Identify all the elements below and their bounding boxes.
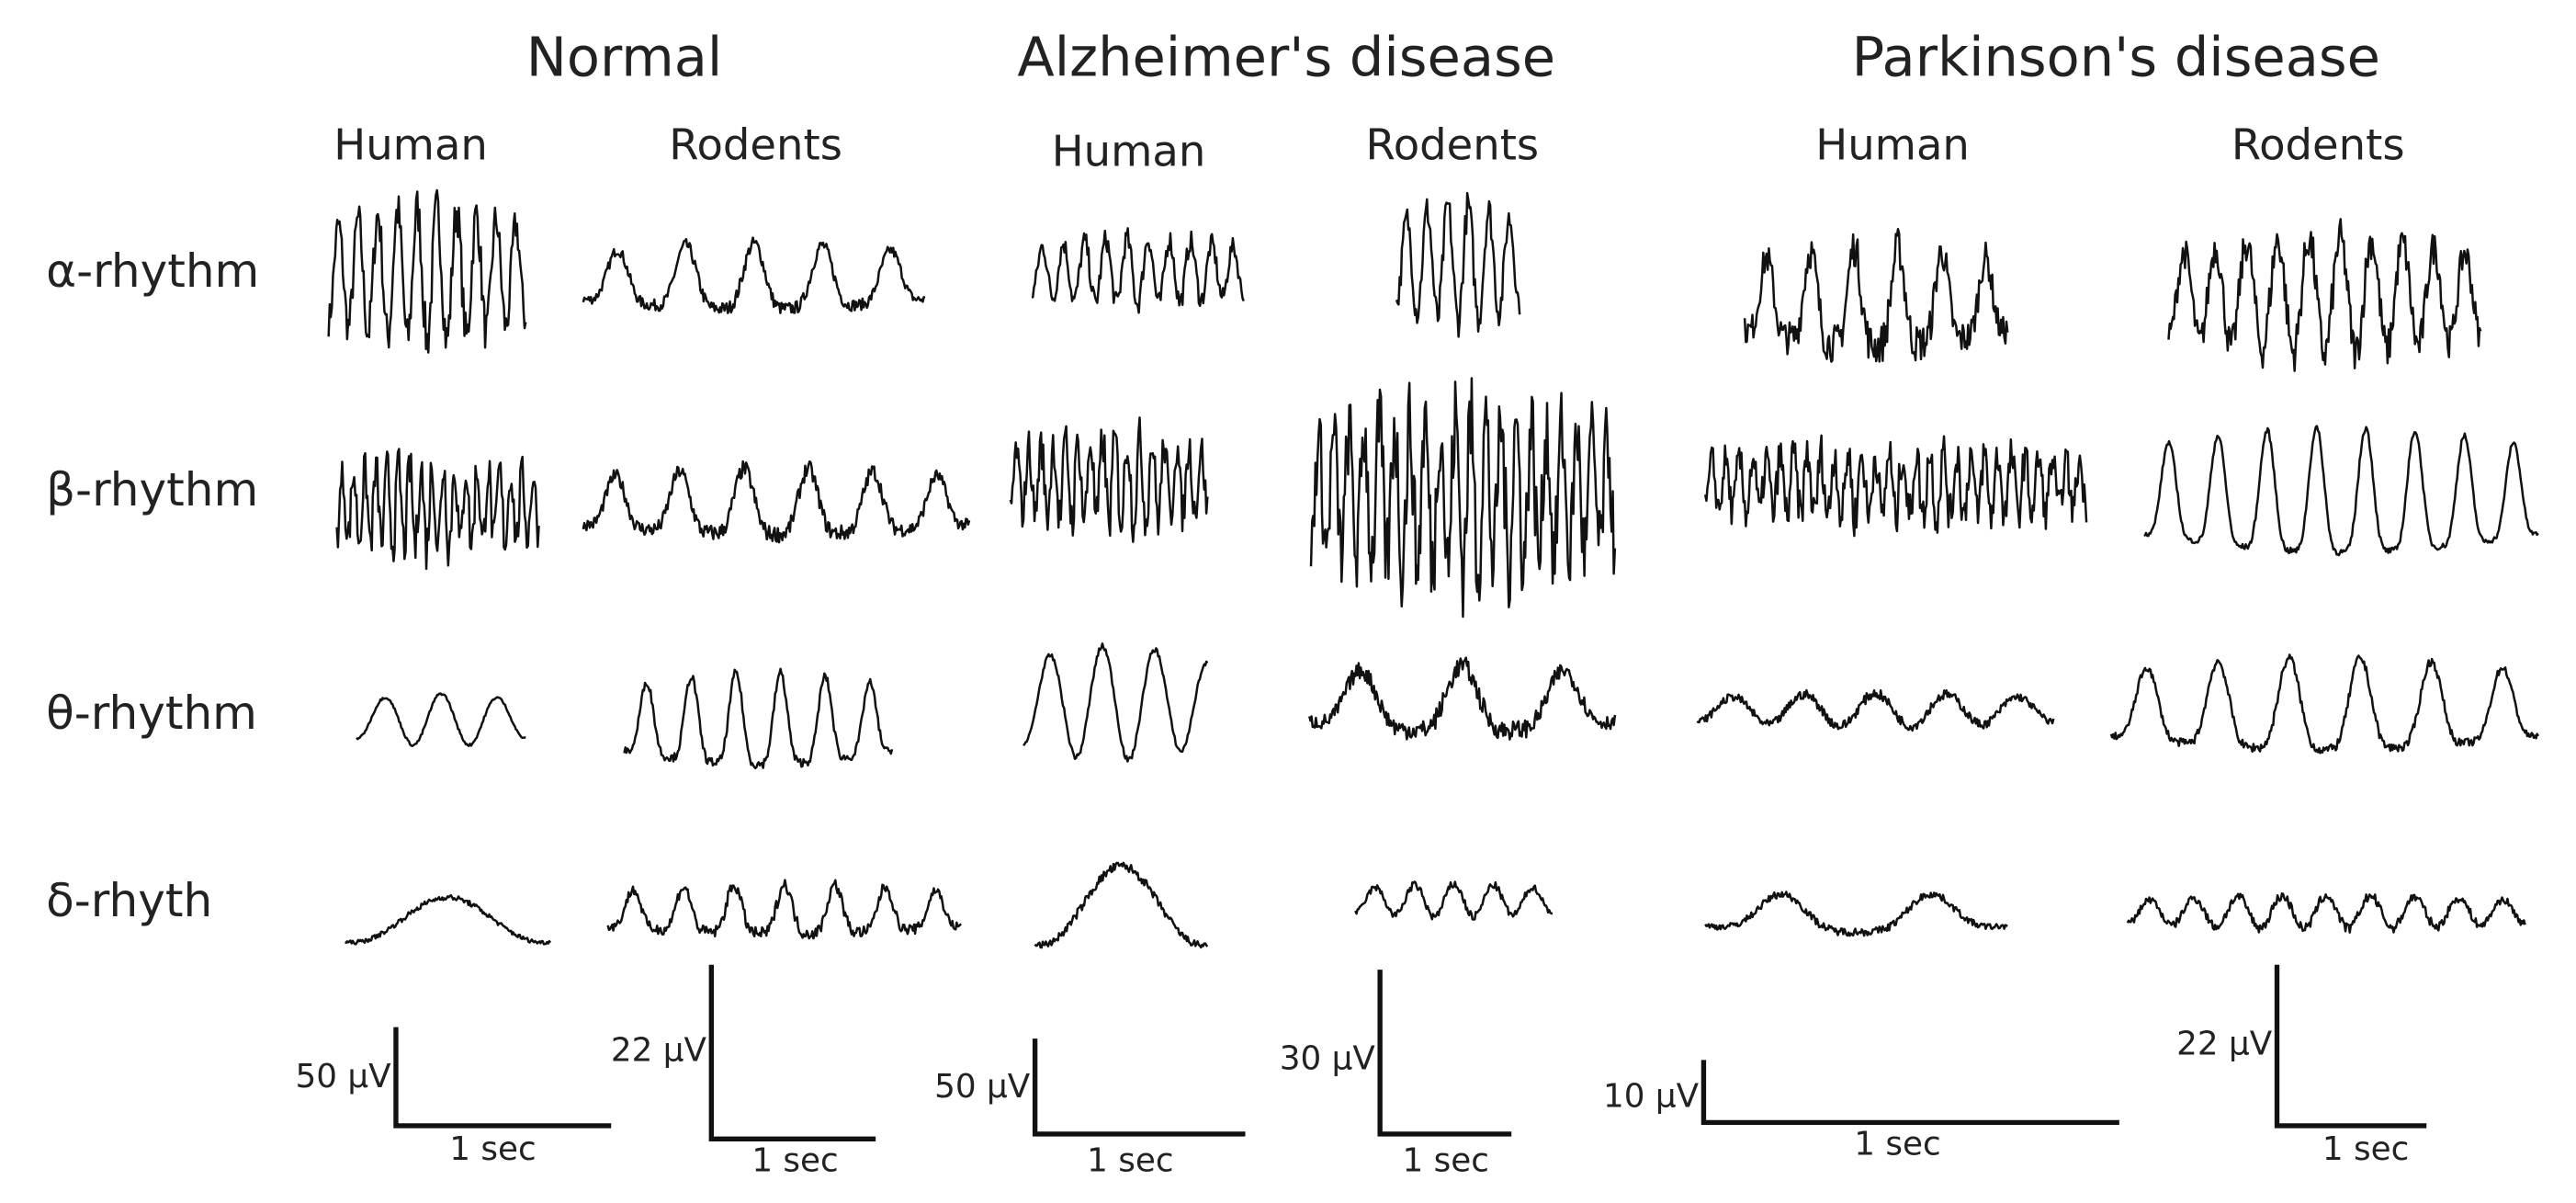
row-label: δ-rhyth [46,874,212,927]
eeg-trace [1704,891,2008,937]
column-label: Human [333,119,488,169]
group-title: Alzheimer's disease [1017,25,1555,88]
eeg-trace [2109,653,2539,755]
eeg-trace [356,692,526,747]
scale-bar [1377,970,1512,1137]
row-label: β-rhythm [46,463,258,516]
time-label: 1 sec [449,1130,536,1168]
column-label: Rodents [1365,119,1539,169]
column-label: Rodents [2231,119,2405,169]
eeg-trace [1022,642,1209,763]
eeg-trace [582,236,926,314]
time-label: 1 sec [1087,1141,1173,1179]
group-title: Parkinson's disease [1852,25,2380,88]
eeg-trace [2143,425,2539,557]
eeg-trace [1009,416,1209,543]
group-title: Normal [526,25,722,88]
amplitude-label: 30 μV [1280,1039,1376,1077]
eeg-trace [1703,434,2088,538]
eeg-trace [582,460,971,544]
eeg-trace [1395,191,1521,338]
eeg-trace [335,448,540,571]
eeg-trace [2167,218,2482,372]
eeg-trace [1308,656,1617,741]
eeg-trace [1696,688,2055,732]
scale-bar [393,1027,612,1129]
scale-bar [708,964,876,1141]
eeg-trace [1034,861,1209,949]
eeg-trace [1309,377,1617,619]
column-label: Rodents [669,119,842,169]
eeg-trace [345,893,552,946]
eeg-trace [1743,228,2009,363]
scale-bar [1700,1060,2119,1126]
amplitude-label: 22 μV [611,1031,707,1069]
amplitude-label: 10 μV [1603,1078,1700,1116]
time-label: 1 sec [2322,1130,2409,1168]
eeg-trace [2126,892,2526,934]
amplitude-label: 50 μV [934,1068,1031,1106]
amplitude-label: 50 μV [296,1058,392,1095]
row-label: θ-rhythm [46,687,257,740]
column-label: Human [1052,127,1206,176]
scale-bar [1032,1038,1246,1137]
eeg-trace [623,667,894,770]
amplitude-label: 22 μV [2176,1025,2273,1062]
time-label: 1 sec [1854,1125,1940,1163]
eeg-trace [1354,880,1554,921]
time-label: 1 sec [751,1141,838,1179]
eeg-trace [1031,227,1245,314]
column-label: Human [1815,119,1970,169]
row-label: α-rhythm [46,244,259,298]
scale-bar [2274,964,2427,1129]
eeg-trace [327,188,527,354]
time-label: 1 sec [1402,1141,1488,1179]
eeg-trace [606,879,962,940]
